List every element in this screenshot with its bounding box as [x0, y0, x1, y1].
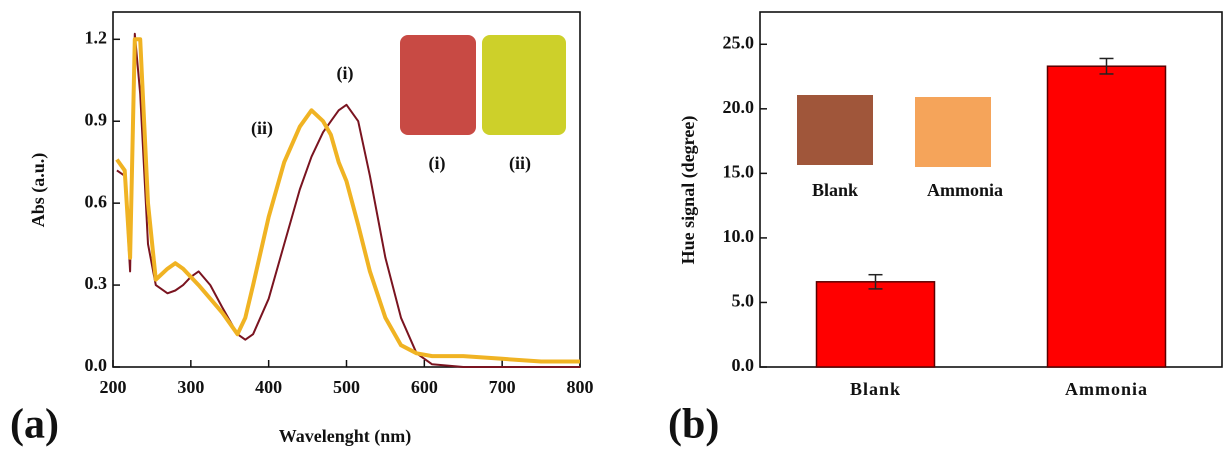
y-axis-label: Abs (a.u.) — [28, 153, 49, 228]
panel-label: (b) — [668, 402, 719, 448]
vial-photo — [482, 35, 566, 135]
y-tick-label: 10.0 — [723, 226, 755, 246]
sample-photo — [915, 97, 991, 167]
x-tick-label: 700 — [489, 377, 516, 397]
sample-photo — [797, 95, 873, 165]
y-tick-label: 15.0 — [723, 161, 755, 181]
vial-photo — [400, 35, 476, 135]
y-tick-label: 0.3 — [85, 273, 108, 293]
x-axis-label: Wavelenght (nm) — [279, 426, 412, 447]
y-tick-label: 0.9 — [85, 109, 108, 129]
x-tick-label: 300 — [177, 377, 204, 397]
annotation: (ii) — [251, 118, 273, 139]
inset-label: (i) — [429, 153, 446, 174]
panel-label: (a) — [10, 402, 59, 448]
y-tick-label: 1.2 — [85, 27, 108, 47]
y-tick-label: 20.0 — [723, 97, 755, 117]
y-axis-label: Hue signal (degree) — [678, 116, 699, 265]
annotation: (i) — [337, 63, 354, 84]
x-tick-label: 200 — [100, 377, 127, 397]
y-tick-label: 0.6 — [85, 191, 108, 211]
bar — [817, 282, 935, 367]
y-tick-label: 5.0 — [732, 291, 755, 311]
y-tick-label: 25.0 — [723, 32, 755, 52]
y-tick-label: 0.0 — [732, 355, 755, 375]
x-tick-label: Blank — [850, 379, 901, 399]
y-tick-label: 0.0 — [85, 355, 108, 375]
figure: Abs (a.u.) Wavelenght (nm) (a) (i) (ii) … — [0, 0, 1225, 456]
x-tick-label: 800 — [567, 377, 594, 397]
bar — [1048, 66, 1166, 367]
inset-label: Blank — [812, 180, 858, 200]
inset-label: (ii) — [509, 153, 531, 174]
x-tick-label: 600 — [411, 377, 438, 397]
inset-label: Ammonia — [927, 180, 1003, 200]
x-tick-label: Ammonia — [1065, 379, 1148, 399]
x-tick-label: 400 — [255, 377, 282, 397]
x-tick-label: 500 — [333, 377, 360, 397]
